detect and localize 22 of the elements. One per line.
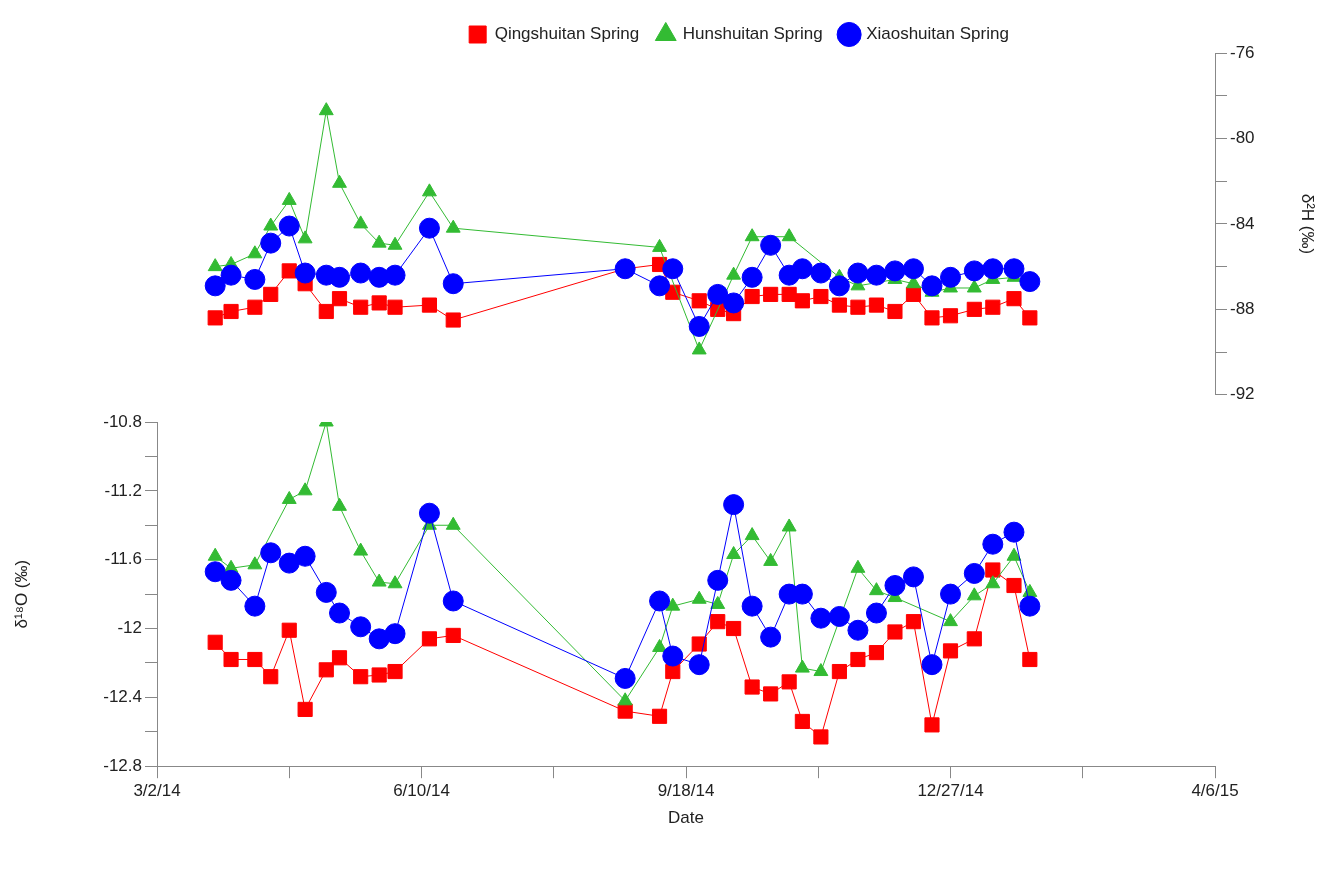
legend-label: Hunshuitan Spring xyxy=(682,24,823,44)
y2-tick-label: -92 xyxy=(1230,384,1255,404)
y-tick-label: -11.6 xyxy=(104,549,142,569)
x-tick-label: 9/18/14 xyxy=(657,781,715,801)
y2-axis-title: δ²H (‰) xyxy=(1298,193,1318,255)
y-tick-label: -11.2 xyxy=(104,480,142,500)
legend-label: Qingshuitan Spring xyxy=(494,24,640,44)
x-axis-title: Date xyxy=(668,808,704,828)
x-tick-label: 6/10/14 xyxy=(393,781,450,801)
y2-tick-label: -76 xyxy=(1230,42,1255,62)
legend-label: Xiaoshuitan Spring xyxy=(866,24,1009,44)
x-tick-label: 12/27/14 xyxy=(917,781,984,801)
y2-tick-label: -80 xyxy=(1230,128,1255,148)
y-tick-label: -10.8 xyxy=(103,411,142,431)
y2-tick-label: -84 xyxy=(1230,213,1255,233)
x-tick-label: 4/6/15 xyxy=(1191,781,1239,801)
y-tick-label: -12.4 xyxy=(103,687,142,707)
y2-tick-label: -88 xyxy=(1230,299,1255,319)
y-axis-title: δ¹⁸O (‰) xyxy=(11,559,31,629)
y-tick-label: -12 xyxy=(117,618,142,638)
y-tick-label: -12.8 xyxy=(103,755,142,775)
x-tick-label: 3/2/14 xyxy=(133,781,181,801)
